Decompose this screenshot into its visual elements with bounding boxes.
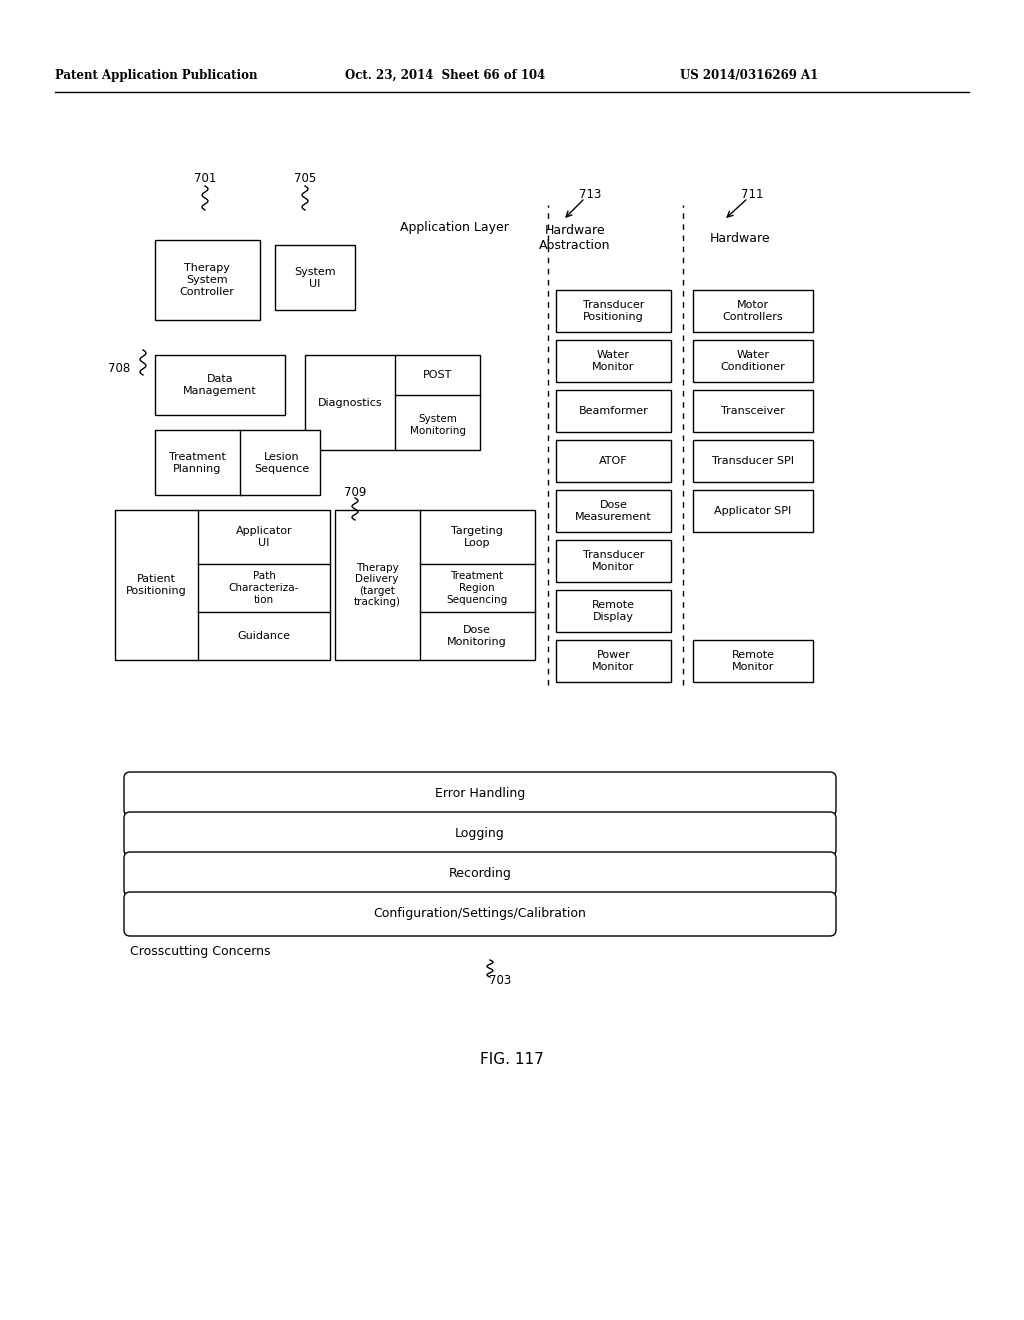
FancyBboxPatch shape: [124, 772, 836, 816]
Text: 705: 705: [294, 172, 316, 185]
Bar: [693, 389, 813, 432]
Text: Logging: Logging: [455, 828, 505, 841]
Bar: [115, 510, 330, 660]
Text: Guidance: Guidance: [238, 631, 291, 642]
Bar: [556, 540, 671, 582]
FancyBboxPatch shape: [124, 851, 836, 896]
Text: FIG. 117: FIG. 117: [480, 1052, 544, 1068]
Bar: [693, 640, 813, 682]
Bar: [556, 341, 671, 381]
Bar: [693, 341, 813, 381]
Text: Recording: Recording: [449, 867, 511, 880]
Bar: [693, 290, 813, 333]
Text: Dose
Measurement: Dose Measurement: [575, 500, 652, 521]
Text: Transducer SPI: Transducer SPI: [712, 455, 794, 466]
Text: Lesion
Sequence: Lesion Sequence: [254, 453, 309, 474]
Text: Beamformer: Beamformer: [579, 407, 648, 416]
Bar: [556, 290, 671, 333]
Text: 713: 713: [579, 189, 601, 202]
Text: Error Handling: Error Handling: [435, 788, 525, 800]
Text: 701: 701: [194, 172, 216, 185]
Text: System
Monitoring: System Monitoring: [410, 414, 466, 436]
Bar: [556, 590, 671, 632]
Text: 708: 708: [108, 362, 130, 375]
Bar: [305, 355, 480, 450]
Text: Transceiver: Transceiver: [721, 407, 784, 416]
Text: POST: POST: [423, 370, 453, 380]
Text: Oct. 23, 2014  Sheet 66 of 104: Oct. 23, 2014 Sheet 66 of 104: [345, 69, 545, 82]
Text: Targeting
Loop: Targeting Loop: [451, 527, 503, 548]
Bar: [155, 430, 319, 495]
Text: Applicator SPI: Applicator SPI: [715, 506, 792, 516]
Bar: [275, 246, 355, 310]
Bar: [155, 240, 260, 319]
Text: Remote
Display: Remote Display: [592, 601, 635, 622]
Text: Application Layer: Application Layer: [400, 222, 509, 235]
Text: Remote
Monitor: Remote Monitor: [731, 651, 774, 672]
Bar: [155, 355, 285, 414]
Text: Therapy
Delivery
(target
tracking): Therapy Delivery (target tracking): [353, 562, 400, 607]
Bar: [693, 490, 813, 532]
Text: Diagnostics: Diagnostics: [317, 399, 382, 408]
FancyBboxPatch shape: [124, 812, 836, 855]
Bar: [556, 389, 671, 432]
Text: Path
Characteriza-
tion: Path Characteriza- tion: [228, 572, 299, 605]
Text: Dose
Monitoring: Dose Monitoring: [447, 626, 507, 647]
Text: ATOF: ATOF: [599, 455, 628, 466]
Text: US 2014/0316269 A1: US 2014/0316269 A1: [680, 69, 818, 82]
Text: Power
Monitor: Power Monitor: [592, 651, 635, 672]
Text: 711: 711: [740, 189, 763, 202]
Text: Water
Conditioner: Water Conditioner: [721, 350, 785, 372]
Text: 709: 709: [344, 486, 367, 499]
Text: Crosscutting Concerns: Crosscutting Concerns: [130, 945, 270, 958]
Bar: [335, 510, 535, 660]
Text: Data
Management: Data Management: [183, 374, 257, 396]
Text: Patient
Positioning: Patient Positioning: [126, 574, 186, 595]
Text: Patent Application Publication: Patent Application Publication: [55, 69, 257, 82]
Bar: [693, 440, 813, 482]
Text: Hardware
Abstraction: Hardware Abstraction: [540, 224, 610, 252]
Bar: [556, 440, 671, 482]
Text: Treatment
Region
Sequencing: Treatment Region Sequencing: [446, 572, 508, 605]
Text: Applicator
UI: Applicator UI: [236, 527, 292, 548]
Text: Treatment
Planning: Treatment Planning: [169, 453, 225, 474]
Text: Therapy
System
Controller: Therapy System Controller: [179, 264, 234, 297]
Text: Configuration/Settings/Calibration: Configuration/Settings/Calibration: [374, 908, 587, 920]
FancyBboxPatch shape: [124, 892, 836, 936]
Text: System
UI: System UI: [294, 267, 336, 289]
Text: Water
Monitor: Water Monitor: [592, 350, 635, 372]
Bar: [556, 640, 671, 682]
Bar: [556, 490, 671, 532]
Text: Transducer
Monitor: Transducer Monitor: [583, 550, 644, 572]
Text: 703: 703: [488, 974, 511, 986]
Text: Hardware: Hardware: [710, 231, 770, 244]
Text: Transducer
Positioning: Transducer Positioning: [583, 300, 644, 322]
Text: Motor
Controllers: Motor Controllers: [723, 300, 783, 322]
